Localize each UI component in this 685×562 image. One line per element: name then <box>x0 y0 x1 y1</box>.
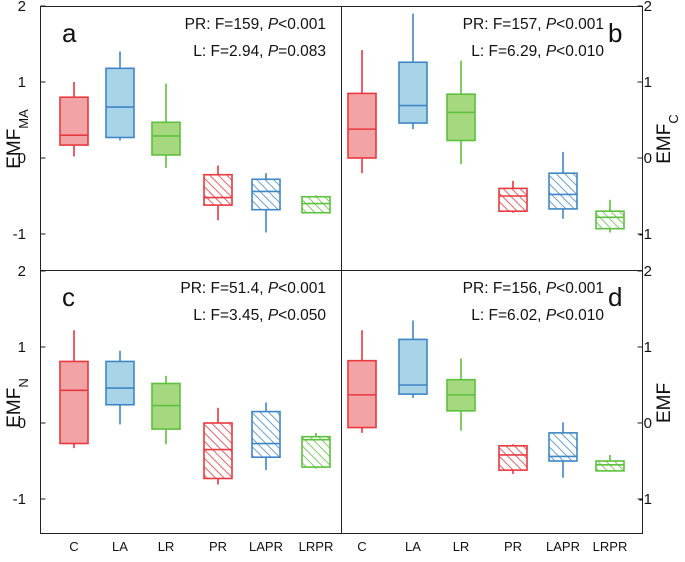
panel-c: c PR: F=51.4, P<0.001 L: F=3.45, P<0.050… <box>4 263 331 508</box>
x-label-lapr-left: LAPR <box>249 539 283 554</box>
x-label-la-right: LA <box>405 539 421 554</box>
y-tick-label-a-3: 2 <box>18 0 26 15</box>
y-axis-label-b: EMFC <box>654 114 681 164</box>
box-iqr <box>105 67 135 139</box>
y-tick-label-d-1: 0 <box>644 415 652 432</box>
box-c-lr <box>151 375 181 445</box>
stat-line-pr-a: PR: F=159, P<0.001 <box>185 16 326 33</box>
panel-letter-a: a <box>62 18 77 48</box>
box-iqr <box>151 121 181 156</box>
box-c-c <box>59 330 89 449</box>
x-label-la-left: LA <box>112 539 128 554</box>
x-label-lrpr-right: LRPR <box>593 539 628 554</box>
stat-line-l-b: L: F=6.29, P<0.010 <box>471 43 604 60</box>
x-label-lr-left: LR <box>158 539 175 554</box>
stat-line-pr-d: PR: F=156, P<0.001 <box>463 280 604 297</box>
y-tick-label-a-2: 1 <box>18 74 26 91</box>
box-d-lrpr <box>595 454 625 472</box>
panel-a: a PR: F=159, P<0.001 L: F=2.94, P=0.083 … <box>4 0 331 243</box>
y-axis-label-a: EMFMA <box>4 109 31 169</box>
box-d-lapr <box>548 422 578 478</box>
y-tick-label-b-0: -1 <box>639 226 652 243</box>
x-label-c-right: C <box>357 539 366 554</box>
box-d-c <box>347 330 377 433</box>
x-label-pr-left: PR <box>209 539 227 554</box>
panel-b: b PR: F=157, P<0.001 L: F=6.29, P<0.010 … <box>347 0 681 243</box>
stat-line-l-a: L: F=2.94, P=0.083 <box>193 43 326 60</box>
x-axis-category-labels: C LA LR PR LAPR LRPR C LA LR PR LAPR LRP… <box>69 539 627 554</box>
box-a-lrpr <box>301 195 331 214</box>
box-iqr <box>105 360 135 406</box>
box-d-pr <box>498 444 528 474</box>
box-iqr <box>59 96 89 146</box>
box-b-lrpr <box>595 199 625 233</box>
box-iqr <box>59 360 89 445</box>
box-a-lr <box>151 83 181 168</box>
y-tick-label-c-2: 1 <box>18 339 26 356</box>
x-label-lr-right: LR <box>453 539 470 554</box>
box-a-pr <box>203 165 233 221</box>
box-a-c <box>59 82 89 157</box>
box-iqr <box>548 172 578 210</box>
box-iqr <box>498 187 528 212</box>
x-label-c-left: C <box>69 539 78 554</box>
box-a-lapr <box>251 173 281 233</box>
box-b-la <box>398 13 428 130</box>
y-tick-label-c-1: 0 <box>18 415 26 432</box>
box-iqr <box>203 422 233 480</box>
box-iqr <box>446 93 476 142</box>
panel-d: d PR: F=156, P<0.001 L: F=6.02, P<0.010 … <box>347 263 675 508</box>
y-tick-label-a-0: -1 <box>13 226 26 243</box>
y-tick-label-d-0: -1 <box>639 491 652 508</box>
y-tick-label-a-1: 0 <box>18 150 26 167</box>
stat-line-pr-b: PR: F=157, P<0.001 <box>463 16 604 33</box>
box-iqr <box>251 178 281 211</box>
box-c-lrpr <box>301 432 331 469</box>
box-iqr <box>203 173 233 206</box>
panel-letter-c: c <box>62 282 75 312</box>
box-iqr <box>251 410 281 459</box>
y-tick-label-b-2: 1 <box>644 74 652 91</box>
box-iqr <box>595 210 625 230</box>
box-c-lapr <box>251 402 281 471</box>
panel-letter-d: d <box>608 282 622 312</box>
box-d-lr <box>446 358 476 431</box>
box-b-c <box>347 50 377 174</box>
y-axis-label-d: EMF <box>654 383 675 423</box>
stat-line-l-c: L: F=3.45, P<0.050 <box>193 307 326 324</box>
box-d-la <box>398 320 428 398</box>
stat-line-l-d: L: F=6.02, P<0.010 <box>471 307 604 324</box>
y-tick-label-c-3: 2 <box>18 263 26 280</box>
box-iqr <box>595 460 625 472</box>
box-c-pr <box>203 407 233 485</box>
x-label-lapr-right: LAPR <box>546 539 580 554</box>
box-c-la <box>105 350 135 425</box>
stat-line-pr-c: PR: F=51.4, P<0.001 <box>180 280 326 297</box>
box-b-pr <box>498 180 528 213</box>
box-iqr <box>398 338 428 395</box>
box-iqr <box>301 435 331 468</box>
box-iqr <box>347 92 377 159</box>
y-tick-label-d-2: 1 <box>644 339 652 356</box>
box-iqr <box>301 195 331 214</box>
y-tick-label-b-1: 0 <box>644 150 652 167</box>
y-axis-label-c: EMFN <box>4 378 31 428</box>
panel-letter-b: b <box>608 18 622 48</box>
box-iqr <box>398 61 428 124</box>
x-label-pr-right: PR <box>504 539 522 554</box>
box-b-lr <box>446 60 476 165</box>
box-iqr <box>498 444 528 471</box>
y-tick-label-b-3: 2 <box>644 0 652 15</box>
y-tick-label-d-3: 2 <box>644 263 652 280</box>
box-a-la <box>105 51 135 141</box>
x-label-lrpr-left: LRPR <box>299 539 334 554</box>
box-b-lapr <box>548 151 578 219</box>
y-tick-label-c-0: -1 <box>13 491 26 508</box>
